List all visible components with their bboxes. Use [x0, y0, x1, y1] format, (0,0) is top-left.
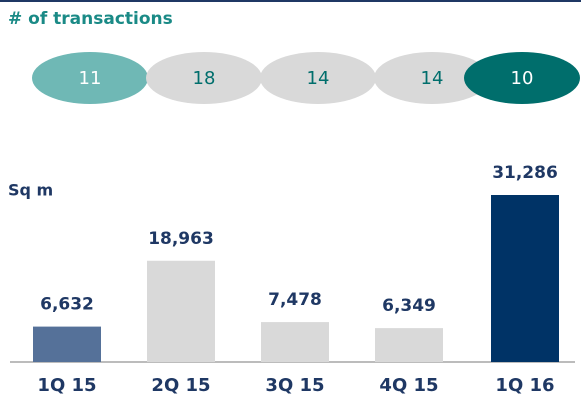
- transaction-count: 14: [421, 68, 444, 89]
- bar: [375, 328, 443, 362]
- bar: [261, 322, 329, 362]
- transaction-count: 14: [307, 68, 330, 89]
- value-label: 18,963: [148, 229, 214, 249]
- transaction-oval: [374, 52, 490, 104]
- value-label: 6,349: [382, 296, 436, 316]
- transaction-count: 11: [79, 68, 102, 89]
- transaction-oval: [464, 52, 580, 104]
- x-tick-label: 1Q 15: [37, 375, 96, 396]
- transactions-title: # of transactions: [8, 9, 173, 29]
- transaction-oval: [32, 52, 148, 104]
- x-tick-label: 4Q 15: [379, 375, 438, 396]
- transaction-oval: [146, 52, 262, 104]
- x-tick-label: 3Q 15: [265, 375, 324, 396]
- bar: [33, 326, 101, 362]
- x-tick-label: 2Q 15: [151, 375, 210, 396]
- transaction-count: 18: [193, 68, 216, 89]
- transaction-count: 10: [511, 68, 534, 89]
- x-tick-label: 1Q 16: [495, 375, 554, 396]
- value-label: 31,286: [492, 163, 558, 183]
- bar: [491, 195, 559, 362]
- bar: [147, 260, 215, 362]
- value-label: 7,478: [268, 290, 322, 310]
- value-label: 6,632: [40, 295, 94, 315]
- transaction-oval: [260, 52, 376, 104]
- y-axis-label: Sq m: [8, 181, 53, 200]
